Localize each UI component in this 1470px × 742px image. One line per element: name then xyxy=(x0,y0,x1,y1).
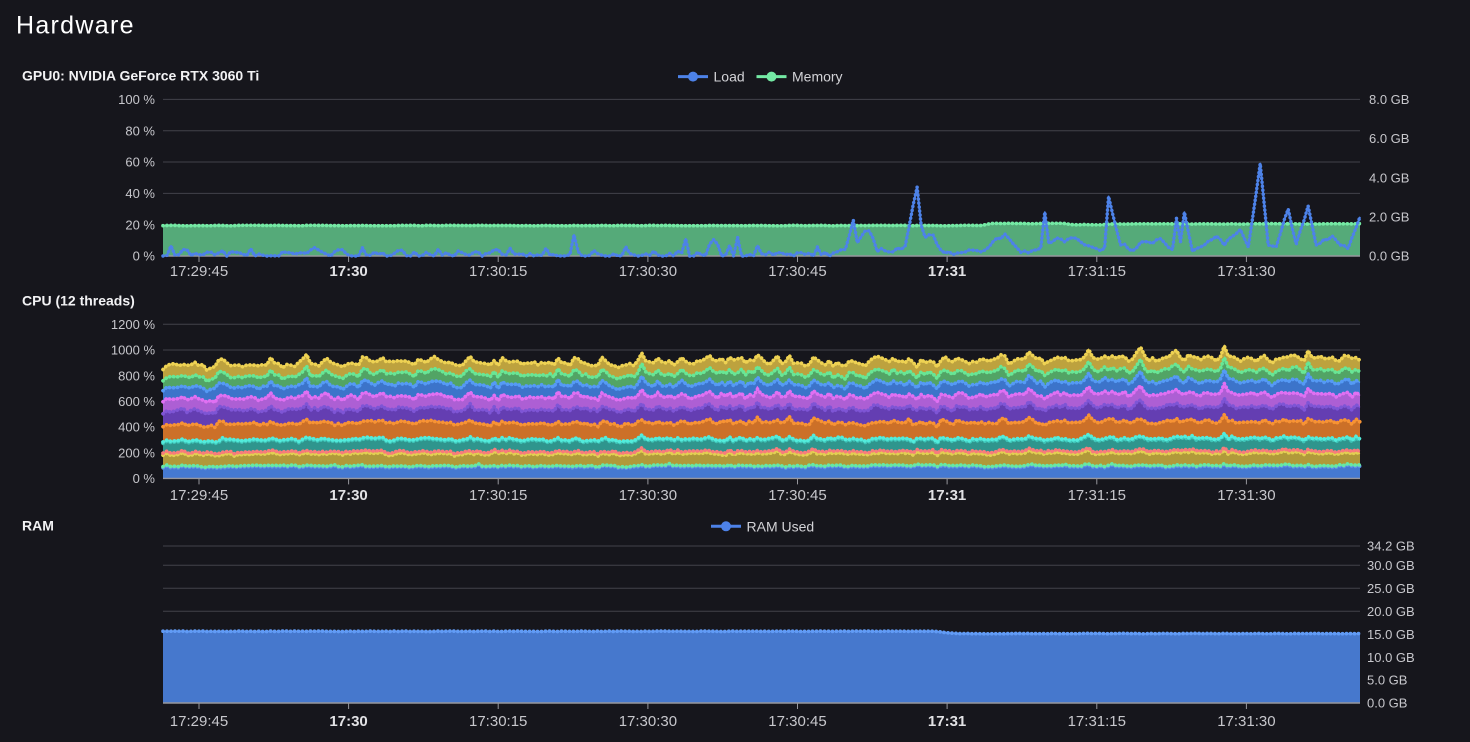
svg-text:17:31:30: 17:31:30 xyxy=(1217,713,1275,730)
svg-text:6.0 GB: 6.0 GB xyxy=(1369,131,1409,146)
svg-text:17:30:30: 17:30:30 xyxy=(619,263,677,280)
svg-text:17:30:15: 17:30:15 xyxy=(469,487,527,504)
svg-text:17:30: 17:30 xyxy=(329,713,367,730)
svg-text:25.0 GB: 25.0 GB xyxy=(1367,581,1415,596)
svg-text:17:30:45: 17:30:45 xyxy=(768,713,826,730)
svg-text:800 %: 800 % xyxy=(118,368,155,383)
svg-text:17:30:45: 17:30:45 xyxy=(768,487,826,504)
svg-text:Hardware: Hardware xyxy=(16,12,135,40)
svg-text:20 %: 20 % xyxy=(125,217,155,232)
svg-text:400 %: 400 % xyxy=(118,420,155,435)
svg-text:100 %: 100 % xyxy=(118,92,155,107)
svg-text:20.0 GB: 20.0 GB xyxy=(1367,604,1415,619)
svg-text:1200 %: 1200 % xyxy=(111,317,156,332)
svg-text:4.0 GB: 4.0 GB xyxy=(1369,170,1409,185)
svg-text:17:31:30: 17:31:30 xyxy=(1217,263,1275,280)
svg-text:17:31: 17:31 xyxy=(928,487,966,504)
svg-text:CPU (12 threads): CPU (12 threads) xyxy=(22,293,135,309)
svg-text:17:30:15: 17:30:15 xyxy=(469,263,527,280)
svg-text:17:30: 17:30 xyxy=(329,487,367,504)
svg-text:Load: Load xyxy=(714,69,745,85)
svg-text:17:29:45: 17:29:45 xyxy=(170,263,228,280)
svg-text:17:31:15: 17:31:15 xyxy=(1068,263,1126,280)
svg-text:17:30:30: 17:30:30 xyxy=(619,487,677,504)
svg-text:2.0 GB: 2.0 GB xyxy=(1369,210,1409,225)
svg-text:10.0 GB: 10.0 GB xyxy=(1367,650,1415,665)
svg-text:17:29:45: 17:29:45 xyxy=(170,487,228,504)
svg-text:17:31: 17:31 xyxy=(928,713,966,730)
svg-text:17:31: 17:31 xyxy=(928,263,966,280)
svg-text:17:31:30: 17:31:30 xyxy=(1217,487,1275,504)
svg-text:1000 %: 1000 % xyxy=(111,343,156,358)
svg-text:GPU0: NVIDIA GeForce RTX 3060: GPU0: NVIDIA GeForce RTX 3060 Ti xyxy=(22,68,259,84)
svg-text:34.2 GB: 34.2 GB xyxy=(1367,539,1415,554)
svg-text:0.0 GB: 0.0 GB xyxy=(1367,696,1407,711)
svg-text:17:30: 17:30 xyxy=(329,263,367,280)
svg-text:17:30:30: 17:30:30 xyxy=(619,713,677,730)
svg-text:17:29:45: 17:29:45 xyxy=(170,713,228,730)
svg-text:8.0 GB: 8.0 GB xyxy=(1369,92,1409,107)
svg-text:5.0 GB: 5.0 GB xyxy=(1367,673,1407,688)
svg-text:RAM Used: RAM Used xyxy=(747,518,815,534)
svg-text:60 %: 60 % xyxy=(125,155,155,170)
svg-text:200 %: 200 % xyxy=(118,445,155,460)
svg-text:0.0 GB: 0.0 GB xyxy=(1369,249,1409,264)
svg-text:15.0 GB: 15.0 GB xyxy=(1367,627,1415,642)
svg-text:17:30:15: 17:30:15 xyxy=(469,713,527,730)
svg-text:40 %: 40 % xyxy=(125,186,155,201)
svg-text:0 %: 0 % xyxy=(133,471,156,486)
svg-text:17:31:15: 17:31:15 xyxy=(1068,713,1126,730)
svg-text:Memory: Memory xyxy=(792,69,843,85)
svg-text:600 %: 600 % xyxy=(118,394,155,409)
svg-text:17:30:45: 17:30:45 xyxy=(768,263,826,280)
svg-text:17:31:15: 17:31:15 xyxy=(1068,487,1126,504)
svg-text:0 %: 0 % xyxy=(133,249,156,264)
svg-text:80 %: 80 % xyxy=(125,123,155,138)
svg-text:RAM: RAM xyxy=(22,518,54,534)
svg-text:30.0 GB: 30.0 GB xyxy=(1367,558,1415,573)
